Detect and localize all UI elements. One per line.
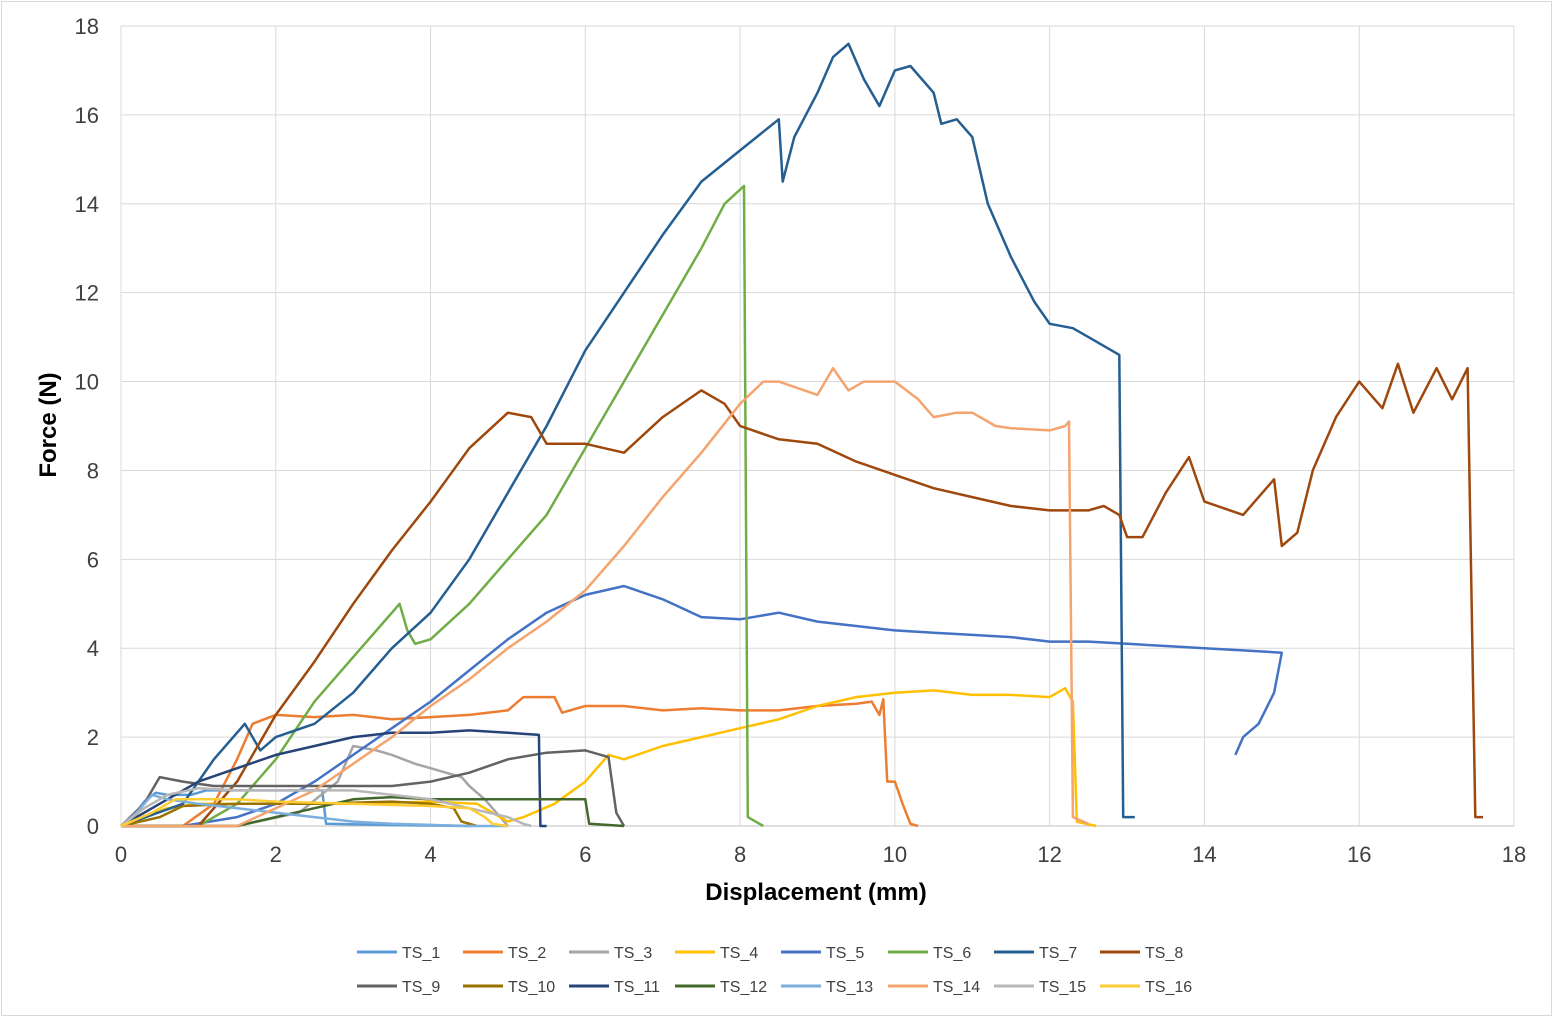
legend-label: TS_5 (826, 945, 864, 962)
legend-label: TS_7 (1039, 945, 1077, 962)
legend-label: TS_14 (933, 979, 980, 996)
series-lines (120, 42, 1483, 828)
legend-item: TS_16 (1100, 979, 1192, 996)
series-line-ts-13 (120, 793, 508, 828)
legend-label: TS_6 (933, 945, 971, 962)
x-tick-label: 8 (734, 842, 746, 867)
series-line-ts-9 (120, 749, 626, 827)
legend-item: TS_1 (357, 945, 440, 962)
y-tick-label: 2 (87, 725, 99, 750)
series-line-ts-5 (121, 584, 1284, 828)
legend-item: TS_15 (994, 979, 1086, 996)
x-tick-label: 4 (424, 842, 436, 867)
legend-item: TS_10 (463, 979, 555, 996)
legend-label: TS_15 (1039, 979, 1086, 996)
series-line-ts-16 (120, 798, 509, 828)
legend-label: TS_11 (614, 979, 660, 996)
x-tick-label: 18 (1502, 842, 1526, 867)
legend-label: TS_2 (508, 945, 546, 962)
legend-label: TS_3 (614, 945, 652, 962)
y-tick-label: 14 (75, 192, 99, 217)
legend-label: TS_9 (402, 979, 440, 996)
legend-item: TS_5 (781, 945, 864, 962)
y-tick-label: 18 (75, 14, 99, 39)
x-tick-label: 12 (1037, 842, 1061, 867)
legend-label: TS_13 (826, 979, 873, 996)
x-tick-label: 2 (270, 842, 282, 867)
y-tick-label: 12 (75, 281, 99, 306)
gridlines (120, 25, 1515, 827)
legend-item: TS_14 (888, 979, 980, 996)
legend: TS_1 TS_2 TS_3 TS_4 TS_5 TS_6 TS_7 TS_8 TS_9 TS_1… (357, 945, 1192, 996)
legend-item: TS_12 (675, 979, 767, 996)
legend-label: TS_12 (720, 979, 767, 996)
y-tick-label: 6 (87, 547, 99, 572)
x-tick-label: 14 (1192, 842, 1216, 867)
y-tick-label: 4 (87, 636, 99, 661)
legend-item: TS_4 (675, 945, 758, 962)
x-tick-label: 6 (579, 842, 591, 867)
legend-label: TS_1 (402, 945, 440, 962)
y-tick-label: 8 (87, 458, 99, 483)
series-line-ts-11 (120, 729, 547, 828)
legend-item: TS_3 (569, 945, 652, 962)
legend-label: TS_10 (508, 979, 555, 996)
y-tick-label: 0 (87, 814, 99, 839)
x-tick-label: 0 (115, 842, 127, 867)
legend-item: TS_11 (569, 979, 660, 996)
x-tick-labels: 0 2 4 6 8 10 12 14 16 18 (115, 842, 1526, 867)
series-line-ts-6 (121, 184, 764, 828)
legend-item: TS_8 (1100, 945, 1183, 962)
y-axis-title: Force (N) (35, 372, 62, 477)
series-line-ts-15 (120, 786, 532, 828)
series-line-ts-2 (121, 695, 919, 828)
series-line-ts-8 (121, 362, 1483, 828)
y-tick-label: 10 (75, 370, 99, 395)
x-tick-label: 16 (1347, 842, 1371, 867)
x-tick-label: 10 (883, 842, 907, 867)
legend-item: TS_2 (463, 945, 546, 962)
series-line-ts-14 (121, 366, 1089, 828)
series-line-ts-7 (120, 42, 1135, 828)
y-tick-label: 16 (75, 103, 99, 128)
y-tick-labels: 0 2 4 6 8 10 12 14 16 18 (75, 14, 99, 839)
legend-label: TS_16 (1145, 979, 1192, 996)
legend-item: TS_6 (888, 945, 971, 962)
legend-item: TS_9 (357, 979, 440, 996)
legend-item: TS_13 (781, 979, 873, 996)
legend-label: TS_8 (1145, 945, 1183, 962)
x-axis-title: Displacement (mm) (705, 879, 926, 906)
legend-label: TS_4 (720, 945, 758, 962)
legend-item: TS_7 (994, 945, 1077, 962)
